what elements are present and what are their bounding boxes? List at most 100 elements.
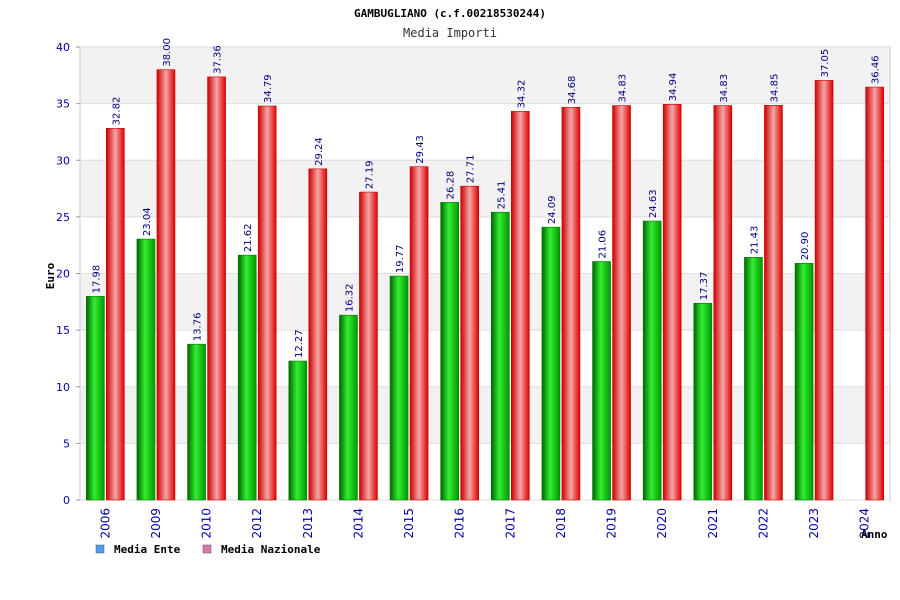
data-label: 25.41 [496,181,507,210]
data-label: 32.82 [111,97,122,126]
data-labels: 17.98 32.82 23.04 38.00 13.76 37.36 21.62 34.79… [91,38,881,358]
y-tick-label: 5 [63,437,70,450]
y-tick-label: 15 [56,324,70,337]
x-tick-label: 2014 [351,508,365,539]
chart-subtitle: Media Importi [403,26,497,40]
data-label: 34.85 [769,74,780,103]
bar-media-ente-2013 [288,360,308,501]
data-label: 19.77 [395,244,406,273]
bar-media-ente-2022 [744,257,763,501]
bar-media-ente-2016 [440,202,459,501]
bar-media-nazionale-2016 [460,185,479,501]
bar-media-ente-2010 [187,343,206,501]
data-label: 24.63 [648,189,659,218]
y-tick-label: 35 [56,98,70,111]
bar-media-ente-2020 [642,220,662,501]
legend-label-media-nazionale: Media Nazionale [221,543,321,556]
bar-media-nazionale-2006 [106,128,125,501]
bar-media-nazionale-2017 [511,111,530,501]
data-label: 13.76 [193,313,204,342]
data-label: 21.62 [243,224,254,253]
x-tick-label: 2019 [605,508,619,539]
bar-media-ente-2006 [86,296,105,501]
y-tick-label: 40 [56,41,70,54]
bar-media-nazionale-2012 [257,105,277,501]
x-tick-label: 2010 [200,508,214,539]
y-tick-label: 25 [56,211,70,224]
data-label: 24.09 [547,196,558,225]
bar-media-nazionale-2014 [359,191,378,501]
data-label: 16.32 [344,284,355,313]
data-label: 17.37 [699,272,710,301]
data-label: 34.83 [719,74,730,103]
data-label: 34.79 [263,74,274,103]
chart-title: GAMBUGLIANO (c.f.00218530244) [354,7,546,20]
x-axis-label: Anno [861,528,888,541]
bar-media-ente-2012 [237,254,257,501]
bar-media-ente-2023 [794,263,814,501]
bar-media-nazionale-2010 [207,76,226,501]
x-tick-label: 2020 [655,508,669,539]
x-tick-label: 2024 [858,508,872,539]
x-tick-label: 2009 [149,508,163,539]
x-tick-label: 2022 [756,508,770,539]
y-axis-label: Euro [44,262,57,289]
data-label: 21.43 [749,226,760,255]
y-tick-label: 30 [56,154,70,167]
data-label: 29.24 [314,137,325,166]
y-axis-ticks: 0 5 10 15 20 25 30 35 40 [56,41,80,507]
x-tick-label: 2023 [807,508,821,539]
data-label: 37.05 [820,49,831,78]
data-label: 20.90 [800,232,811,261]
bar-media-nazionale-2015 [409,166,429,501]
grid-band [80,47,890,104]
y-tick-label: 10 [56,381,70,394]
data-label: 27.71 [466,155,477,184]
data-label: 21.06 [598,230,609,259]
data-label: 37.36 [213,45,224,74]
bar-media-nazionale-2024 [865,86,884,501]
bar-media-nazionale-2021 [713,105,733,501]
data-label: 27.19 [364,160,375,189]
bar-media-nazionale-2019 [612,105,631,501]
data-label: 29.43 [415,135,426,164]
bar-media-nazionale-2009 [156,69,176,501]
data-label: 34.83 [618,74,629,103]
x-tick-label: 2013 [301,508,315,539]
bar-media-nazionale-2020 [662,104,682,501]
data-label: 36.46 [871,55,882,84]
data-label: 26.28 [446,171,457,200]
bar-media-ente-2014 [339,314,358,501]
bar-media-ente-2019 [592,261,611,501]
data-label: 34.68 [567,76,578,105]
legend-swatch-media-ente [95,544,105,554]
data-label: 23.04 [142,207,153,236]
legend: Media Ente Media Nazionale [95,543,321,556]
x-tick-label: 2018 [554,508,568,539]
data-label: 17.98 [91,265,102,294]
bar-media-ente-2015 [389,275,409,501]
legend-swatch-media-nazionale [202,544,212,554]
bar-media-ente-2009 [136,238,156,501]
x-tick-label: 2012 [250,508,264,539]
x-axis-ticks: 2006 2009 2010 2012 2013 2014 2015 2016 2017 2018… [98,508,871,539]
bar-media-ente-2021 [693,302,713,501]
data-label: 38.00 [162,38,173,67]
x-tick-label: 2015 [402,508,416,539]
bars [86,69,884,501]
bar-media-nazionale-2013 [308,168,328,501]
data-label: 34.32 [516,80,527,109]
bar-media-ente-2018 [541,226,561,501]
x-tick-label: 2006 [98,508,112,539]
data-label: 12.27 [294,329,305,358]
bar-media-nazionale-2022 [764,105,783,501]
y-tick-label: 20 [56,268,70,281]
x-tick-label: 2021 [706,508,720,539]
bar-media-nazionale-2023 [814,80,834,501]
y-tick-label: 0 [63,494,70,507]
x-tick-label: 2016 [453,508,467,539]
legend-label-media-ente: Media Ente [114,543,181,556]
x-tick-label: 2017 [503,508,517,539]
bar-media-ente-2017 [491,211,510,501]
data-label: 34.94 [668,73,679,102]
